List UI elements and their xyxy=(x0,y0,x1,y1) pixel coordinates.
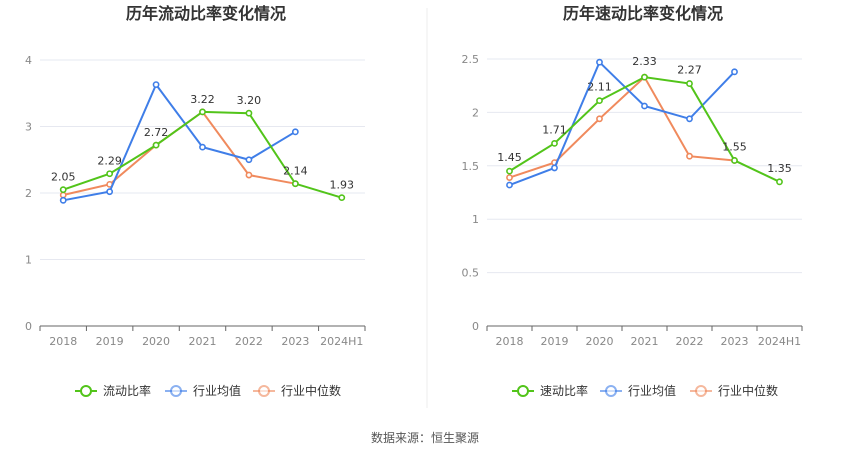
x-tick-label: 2022 xyxy=(676,335,704,348)
series-line xyxy=(509,60,736,186)
data-point xyxy=(152,81,160,89)
legend-label: 速动比率 xyxy=(540,383,588,398)
data-label: 1.71 xyxy=(542,123,567,136)
data-point xyxy=(506,181,513,189)
data-label: 3.20 xyxy=(237,94,262,107)
legend-marker-icon xyxy=(170,385,182,397)
series-line xyxy=(63,82,296,202)
data-point xyxy=(245,109,253,117)
x-tick-label: 2021 xyxy=(189,335,217,348)
y-tick-label: 0.5 xyxy=(462,267,480,280)
data-point xyxy=(641,102,648,110)
data-label: 1.45 xyxy=(497,151,522,164)
data-point xyxy=(291,128,299,136)
x-tick-label: 2024H1 xyxy=(320,335,363,348)
data-label: 1.93 xyxy=(330,179,355,192)
y-tick-label: 4 xyxy=(25,54,32,67)
chart-title: 历年速动比率变化情况 xyxy=(563,4,723,23)
data-point xyxy=(338,194,346,202)
data-point xyxy=(245,171,253,179)
data-label: 2.14 xyxy=(283,165,308,178)
y-tick-label: 1 xyxy=(25,254,32,267)
data-point xyxy=(291,180,299,188)
legend-marker-icon xyxy=(695,385,707,397)
data-point xyxy=(59,196,67,204)
data-point xyxy=(686,152,693,160)
data-point xyxy=(641,73,648,81)
data-label: 2.33 xyxy=(632,55,657,68)
legend-item[interactable]: 行业均值 xyxy=(165,383,241,398)
legend-marker-icon xyxy=(258,385,270,397)
data-label: 2.11 xyxy=(587,81,612,94)
legend-marker-icon xyxy=(605,385,617,397)
legend-label: 流动比率 xyxy=(103,383,151,398)
data-point xyxy=(199,143,206,151)
data-source-note: 数据来源：恒生聚源 xyxy=(371,430,479,445)
data-point xyxy=(596,97,603,105)
y-tick-label: 0 xyxy=(472,320,479,333)
legend-label: 行业中位数 xyxy=(718,383,778,398)
data-point xyxy=(152,141,160,149)
x-tick-label: 2022 xyxy=(235,335,263,348)
y-tick-label: 2 xyxy=(472,106,479,119)
data-point xyxy=(596,115,603,123)
y-tick-label: 0 xyxy=(25,320,32,333)
legend-item[interactable]: 行业均值 xyxy=(600,383,676,398)
data-point xyxy=(506,167,513,175)
data-point xyxy=(199,108,206,116)
data-point xyxy=(59,186,67,194)
current-ratio-chart: 历年流动比率变化情况 0 1 2 3 4 2018 2019 2020 2021 2022 2023… xyxy=(25,4,366,398)
x-tick-label: 2018 xyxy=(496,335,524,348)
legend-item[interactable]: 行业中位数 xyxy=(253,383,341,398)
x-tick-label: 2018 xyxy=(49,335,77,348)
data-point xyxy=(245,156,253,164)
data-label: 2.72 xyxy=(144,126,169,139)
chart-title: 历年流动比率变化情况 xyxy=(126,4,286,23)
data-label: 1.55 xyxy=(722,140,747,153)
data-label: 2.29 xyxy=(97,155,122,168)
data-label: 2.27 xyxy=(677,64,702,77)
x-tick-label: 2020 xyxy=(586,335,614,348)
quick-ratio-chart: 历年速动比率变化情况 0 0.5 1 1.5 2 2.5 2018 2019 2020 2021 2… xyxy=(462,4,803,398)
y-tick-label: 1.5 xyxy=(462,160,480,173)
x-tick-label: 2023 xyxy=(281,335,309,348)
legend-item[interactable]: 速动比率 xyxy=(512,383,588,398)
data-label: 2.05 xyxy=(51,171,76,184)
data-point xyxy=(506,174,513,181)
y-tick-label: 2 xyxy=(25,187,32,200)
legend-label: 行业均值 xyxy=(628,383,676,398)
series-line xyxy=(509,75,735,179)
data-label: 1.35 xyxy=(767,162,792,175)
data-point xyxy=(551,139,558,147)
data-point xyxy=(59,191,67,199)
data-point xyxy=(686,80,693,87)
legend-marker-icon xyxy=(80,385,92,397)
legend-label: 行业均值 xyxy=(193,383,241,398)
data-point xyxy=(731,68,738,76)
legend-label: 行业中位数 xyxy=(281,383,341,398)
data-label: 3.22 xyxy=(190,93,215,106)
legend-item[interactable]: 行业中位数 xyxy=(690,383,778,398)
x-tick-label: 2019 xyxy=(541,335,569,348)
x-tick-label: 2020 xyxy=(142,335,170,348)
x-tick-label: 2024H1 xyxy=(758,335,801,348)
data-point xyxy=(596,58,603,66)
x-tick-label: 2019 xyxy=(96,335,124,348)
x-tick-label: 2021 xyxy=(631,335,659,348)
data-point xyxy=(731,157,738,164)
y-tick-label: 2.5 xyxy=(462,53,480,66)
x-tick-label: 2023 xyxy=(721,335,749,348)
data-point xyxy=(776,178,783,186)
y-tick-label: 3 xyxy=(25,121,32,134)
data-point xyxy=(106,188,114,196)
legend-item[interactable]: 流动比率 xyxy=(75,383,151,398)
data-point xyxy=(551,164,558,172)
legend-marker-icon xyxy=(517,385,529,397)
data-point xyxy=(106,170,114,178)
y-tick-label: 1 xyxy=(472,213,479,226)
data-point xyxy=(686,115,693,123)
